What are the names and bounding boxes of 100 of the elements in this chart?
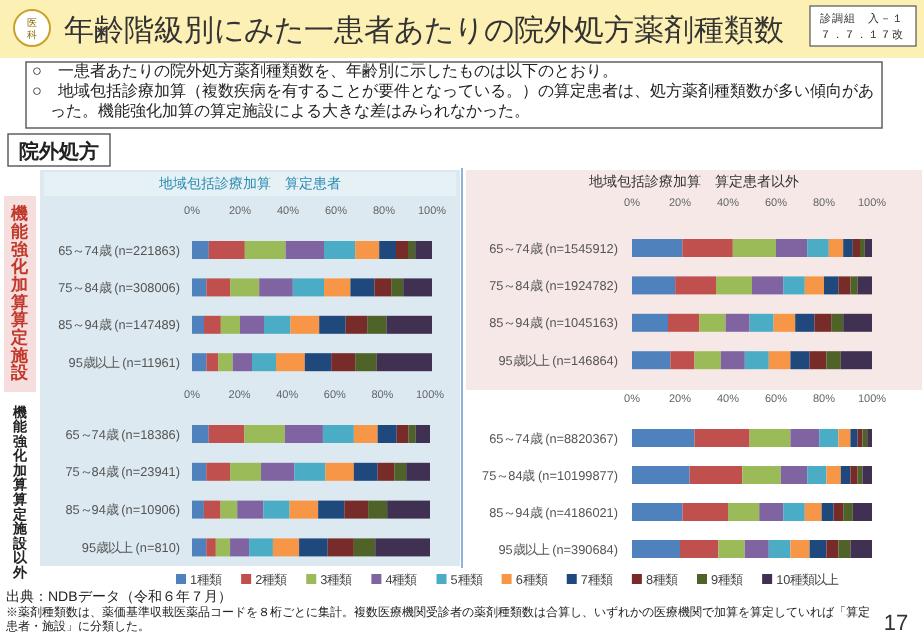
bar xyxy=(632,503,683,521)
bar xyxy=(244,425,285,443)
bar xyxy=(230,462,262,481)
bar xyxy=(285,241,324,259)
bar xyxy=(768,351,791,370)
bar xyxy=(289,500,319,519)
bar xyxy=(682,503,728,521)
text: 院外処方 xyxy=(19,140,99,164)
bar xyxy=(699,313,726,332)
bar xyxy=(403,278,432,297)
bar xyxy=(749,429,791,447)
bar xyxy=(632,313,668,332)
bar xyxy=(632,429,695,447)
bar xyxy=(192,462,207,481)
bar xyxy=(324,278,351,297)
bar xyxy=(838,276,851,295)
bar xyxy=(192,241,209,259)
bar xyxy=(350,278,375,297)
bar xyxy=(386,315,432,334)
bar xyxy=(759,503,784,521)
bar xyxy=(838,540,851,558)
bar xyxy=(790,429,820,447)
bar xyxy=(396,241,408,259)
bar xyxy=(368,500,388,519)
bar xyxy=(826,351,841,370)
bar xyxy=(807,466,827,484)
bar xyxy=(632,351,671,370)
bar xyxy=(376,353,432,372)
bar xyxy=(244,241,286,259)
text: ○ 一患者あたりの院外処方薬剤種類数を、年齢別に示したものは以下のとおり。 xyxy=(32,62,620,82)
bar xyxy=(261,462,295,481)
bar xyxy=(632,239,683,257)
bar xyxy=(377,425,397,443)
bar xyxy=(824,276,839,295)
bar xyxy=(814,313,832,332)
bar xyxy=(355,241,380,259)
bar xyxy=(318,500,345,519)
bar xyxy=(284,425,323,443)
bar xyxy=(374,278,392,297)
bar xyxy=(807,239,829,257)
bar xyxy=(220,500,238,519)
bar xyxy=(744,540,769,558)
bar xyxy=(742,466,781,484)
bar xyxy=(675,276,716,295)
bar xyxy=(192,353,207,372)
bar xyxy=(749,313,774,332)
bar xyxy=(783,503,805,521)
bar xyxy=(680,540,719,558)
bar xyxy=(694,429,750,447)
bar xyxy=(718,540,745,558)
bar xyxy=(862,466,872,484)
bar xyxy=(862,429,868,447)
bar xyxy=(391,278,404,297)
bar xyxy=(230,538,250,557)
bar xyxy=(192,425,209,443)
bar xyxy=(850,540,872,558)
bar xyxy=(218,353,233,372)
bar xyxy=(272,538,300,557)
bar xyxy=(840,466,851,484)
bar xyxy=(290,315,320,334)
bar xyxy=(819,429,839,447)
bar xyxy=(852,239,860,257)
bar xyxy=(319,315,346,334)
bar xyxy=(206,462,231,481)
bar xyxy=(804,503,822,521)
bar xyxy=(632,466,690,484)
bar xyxy=(375,538,430,557)
bar xyxy=(415,241,432,259)
bar xyxy=(208,425,245,443)
bar xyxy=(396,425,409,443)
bar xyxy=(215,538,231,557)
bar xyxy=(230,278,260,297)
bar xyxy=(809,540,827,558)
bar xyxy=(249,538,273,557)
bar xyxy=(206,353,219,372)
bar xyxy=(809,351,827,370)
bar xyxy=(632,276,676,295)
bar xyxy=(394,462,407,481)
bar xyxy=(203,500,221,519)
bar xyxy=(322,425,354,443)
bar xyxy=(843,503,853,521)
bar xyxy=(264,315,291,334)
bar xyxy=(852,503,872,521)
bar xyxy=(237,500,264,519)
bar xyxy=(220,315,240,334)
bar xyxy=(192,315,204,334)
bar xyxy=(790,540,810,558)
bar xyxy=(325,462,354,481)
bar xyxy=(857,276,872,295)
bar xyxy=(206,278,231,297)
bar xyxy=(292,278,324,297)
bar xyxy=(324,241,356,259)
bar xyxy=(331,353,356,372)
bar xyxy=(353,538,376,557)
text: 機能強化加算算定施設 xyxy=(11,203,29,383)
bar xyxy=(367,315,387,334)
bar xyxy=(387,500,430,519)
bar xyxy=(752,276,784,295)
text: 年齢階級別にみた一患者あたりの院外処方薬剤種類数 xyxy=(64,14,784,48)
bar xyxy=(240,315,264,334)
